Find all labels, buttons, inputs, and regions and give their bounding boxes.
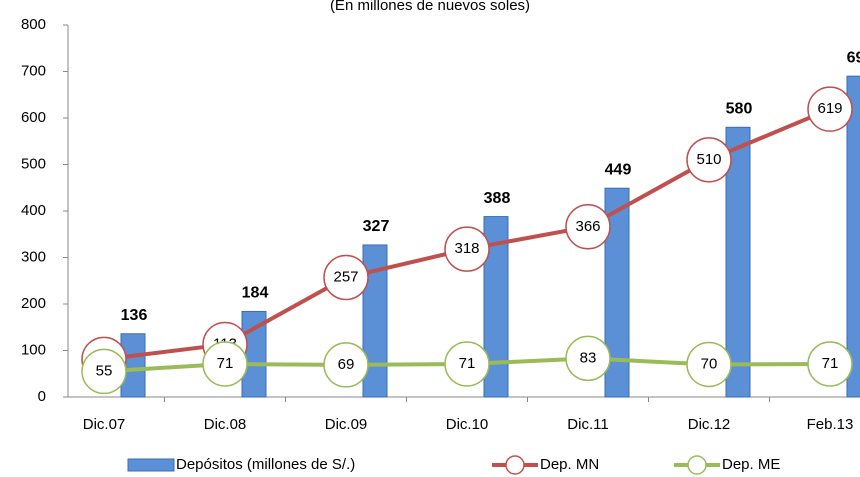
legend-label: Depósitos (millones de S/.) [176, 456, 355, 473]
chart-subtitle: (En millones de nuevos soles) [330, 0, 530, 14]
line-value-label: 71 [217, 355, 234, 372]
line-marker [686, 137, 732, 183]
bar [725, 126, 751, 398]
line-value-label: 510 [696, 151, 721, 168]
bar-value-label: 580 [726, 101, 753, 118]
y-tick-label: 0 [38, 388, 46, 405]
line-marker [807, 341, 853, 387]
line-value-label: 318 [454, 240, 479, 257]
y-tick-label: 800 [21, 16, 46, 33]
bar [846, 75, 860, 398]
y-tick-label: 500 [21, 155, 46, 172]
line-value-label: 71 [459, 355, 476, 372]
line-value-label: 70 [701, 355, 718, 372]
line-marker [81, 348, 127, 395]
bar-value-label: 136 [121, 307, 148, 324]
line-value-label: 257 [333, 268, 358, 285]
y-tick-label: 200 [21, 295, 46, 312]
x-tick-label: Feb.13 [807, 416, 854, 433]
line-value-label: 83 [580, 349, 597, 366]
bar-value-label: 388 [484, 190, 511, 207]
bar-value-label: 690 [847, 49, 860, 66]
bar-value-label: 449 [605, 161, 632, 178]
line-value-label: 619 [817, 100, 842, 117]
line-marker [444, 341, 490, 387]
line-marker [565, 335, 611, 382]
x-tick-label: Dic.07 [83, 416, 126, 433]
x-tick-label: Dic.11 [567, 416, 608, 433]
y-tick-label: 300 [21, 248, 46, 265]
line-value-label: 71 [822, 355, 839, 372]
line-value-label: 55 [96, 362, 113, 379]
legend-label: Dep. MN [540, 456, 599, 473]
bar-value-label: 327 [363, 218, 390, 235]
line-marker [565, 204, 611, 250]
line-marker [323, 342, 369, 388]
bar-value-label: 184 [242, 285, 269, 302]
x-tick-label: Dic.12 [688, 416, 731, 433]
line-value-label: 69 [338, 356, 355, 373]
line-marker [444, 226, 490, 272]
x-tick-label: Dic.09 [325, 416, 368, 433]
y-tick-label: 600 [21, 109, 46, 126]
line-marker [202, 341, 248, 387]
y-tick-label: 700 [21, 62, 46, 79]
legend-swatch [127, 458, 175, 472]
x-tick-label: Dic.08 [204, 416, 247, 433]
legend-marker [687, 455, 707, 475]
line-marker [807, 86, 853, 132]
legend-label: Dep. ME [722, 456, 780, 473]
y-tick-label: 100 [21, 341, 46, 358]
line-marker [323, 254, 369, 301]
y-tick-label: 400 [21, 202, 46, 219]
legend-marker [505, 455, 525, 475]
line-marker [686, 341, 732, 388]
line-value-label: 366 [575, 218, 600, 235]
x-tick-label: Dic.10 [446, 416, 489, 433]
